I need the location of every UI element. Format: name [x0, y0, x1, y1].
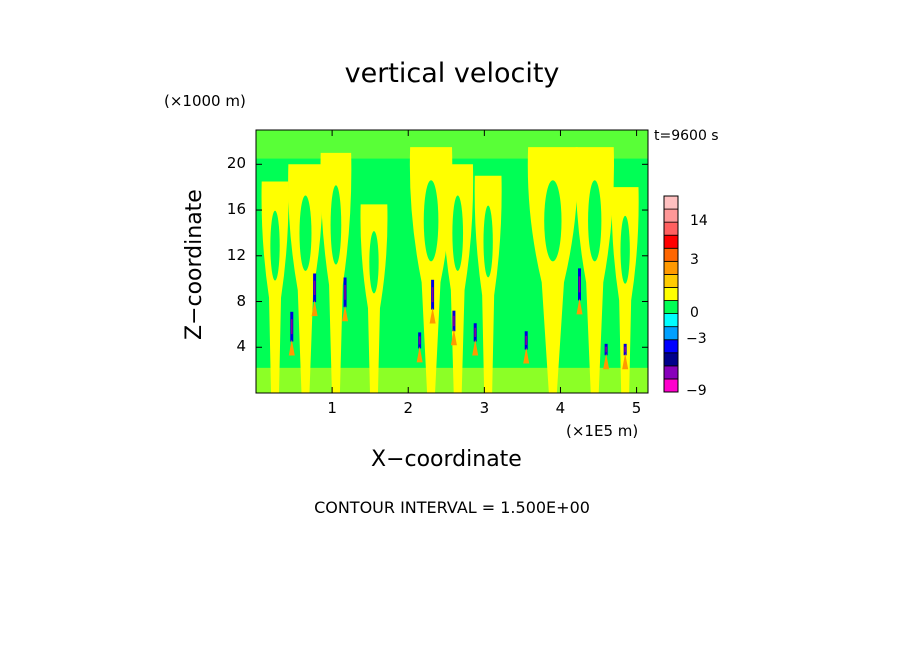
time-label: t=9600 s: [654, 128, 719, 144]
x-tick-label: 5: [631, 399, 642, 417]
updraft-root-7: [472, 339, 479, 356]
x-tick-label: 4: [555, 399, 566, 417]
x-tick-label: 2: [403, 399, 413, 417]
updraft-plume-4: [360, 204, 388, 393]
colorbar-segment: [663, 378, 679, 393]
plume-core-3: [330, 185, 342, 265]
colorbar-segment: [663, 313, 679, 328]
updraft-plume-5: [409, 147, 453, 393]
colorbar-label: 14: [690, 213, 708, 230]
y-tick-label: 4: [236, 337, 246, 356]
downdraft-center-3: [344, 284, 346, 300]
updraft-plume-10: [611, 187, 639, 393]
updraft-root-3: [342, 305, 349, 322]
chart-title: vertical velocity: [344, 58, 560, 89]
updraft-plume-2: [288, 164, 323, 393]
y-axis-label: Z−coordinate: [182, 189, 207, 340]
updraft-root-5: [429, 307, 436, 324]
plume-core-5: [423, 180, 439, 262]
plume-core-2: [299, 195, 312, 271]
plot-frame: [255, 129, 649, 394]
x-tick-label: 1: [327, 399, 337, 417]
boundary-layer-band: [256, 367, 648, 393]
colorbar-segment: [663, 221, 679, 236]
y-axis-unit: (×1000 m): [164, 92, 246, 110]
downdraft-center-1: [290, 319, 293, 335]
updraft-plume-9: [575, 147, 615, 393]
downdraft-center-4: [418, 336, 421, 345]
plume-core-7: [483, 205, 493, 278]
x-axis-unit: (×1E5 m): [566, 422, 639, 440]
downdraft-center-6: [453, 315, 455, 327]
colorbar: [663, 195, 679, 393]
colorbar-label: 3: [690, 252, 699, 269]
plume-core-4: [369, 231, 379, 294]
colorbar-frame: [663, 195, 679, 393]
colorbar-label: 0: [690, 304, 699, 321]
downdraft-center-10: [605, 346, 607, 353]
updraft-root-10: [603, 353, 610, 370]
colorbar-segment: [663, 195, 679, 210]
y-tick-label: 20: [226, 154, 246, 173]
updraft-plume-3: [320, 152, 352, 393]
colorbar-label: −3: [686, 330, 707, 347]
colorbar-segment: [663, 339, 679, 354]
contour-interval-text: CONTOUR INTERVAL = 1.500E+00: [314, 498, 590, 517]
x-tick-label: 3: [479, 399, 490, 417]
colorbar-segment: [663, 300, 679, 314]
plume-core-1: [270, 210, 280, 281]
downdraft-center-9: [578, 276, 581, 293]
colorbar-segment: [663, 273, 679, 288]
colorbar-segment: [663, 234, 679, 249]
colorbar-segment: [663, 247, 679, 262]
upper-band: [256, 130, 648, 159]
colorbar-segment: [663, 260, 679, 275]
updraft-root-4: [416, 346, 423, 363]
updraft-root-11: [622, 353, 629, 370]
colorbar-segment: [663, 352, 679, 367]
downdraft-center-7: [474, 327, 477, 337]
colorbar-segment: [663, 326, 679, 341]
downdraft-center-8: [525, 335, 528, 345]
velocity-field: [256, 130, 648, 393]
updraft-root-1: [288, 339, 295, 356]
downdraft-center-5: [431, 287, 434, 303]
updraft-root-8: [523, 347, 530, 364]
colorbar-label: −9: [686, 383, 707, 399]
y-tick-label: 8: [236, 291, 246, 310]
updraft-plume-6: [442, 164, 474, 393]
y-tick-label: 12: [226, 245, 246, 264]
updraft-plume-1: [261, 181, 289, 393]
plume-core-10: [620, 215, 630, 284]
plume-core-6: [452, 195, 464, 271]
y-tick-label: 16: [226, 200, 246, 219]
colorbar-segment: [663, 365, 679, 380]
downdraft-center-2: [313, 280, 316, 295]
plume-core-9: [588, 180, 602, 262]
axis-ticks: [256, 130, 648, 393]
colorbar-segment: [663, 287, 679, 301]
updraft-root-9: [576, 298, 583, 315]
downdraft-center-11: [624, 346, 626, 353]
plume-core-8: [544, 180, 562, 262]
updraft-root-2: [311, 300, 318, 317]
updraft-root-6: [450, 329, 457, 346]
x-axis-label: X−coordinate: [371, 447, 522, 472]
updraft-plume-8: [527, 147, 578, 393]
updraft-plume-7: [474, 175, 502, 393]
colorbar-segment: [663, 208, 679, 223]
